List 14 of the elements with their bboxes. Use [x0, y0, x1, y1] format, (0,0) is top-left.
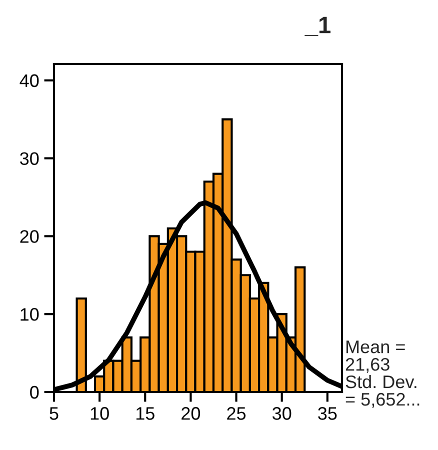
- y-tick-label: 10: [20, 308, 39, 321]
- text: Mean = 21,63 Std. Dev. = 5,652...: [346, 340, 420, 408]
- y-tick-label: 30: [20, 152, 39, 165]
- x-tick-label: 15: [136, 407, 154, 420]
- y-tick-label: 40: [20, 74, 39, 88]
- x-tick-label: 35: [318, 407, 337, 420]
- chart-title: _1: [304, 16, 330, 36]
- x-tick-label: 25: [227, 407, 246, 420]
- x-tick-label: 30: [272, 407, 292, 420]
- x-tick-label: 20: [182, 407, 200, 420]
- y-tick-label: 0: [30, 386, 39, 399]
- x-tick-label: 5: [50, 407, 58, 420]
- y-tick-label: 20: [20, 230, 39, 243]
- x-tick-label: 10: [90, 407, 109, 420]
